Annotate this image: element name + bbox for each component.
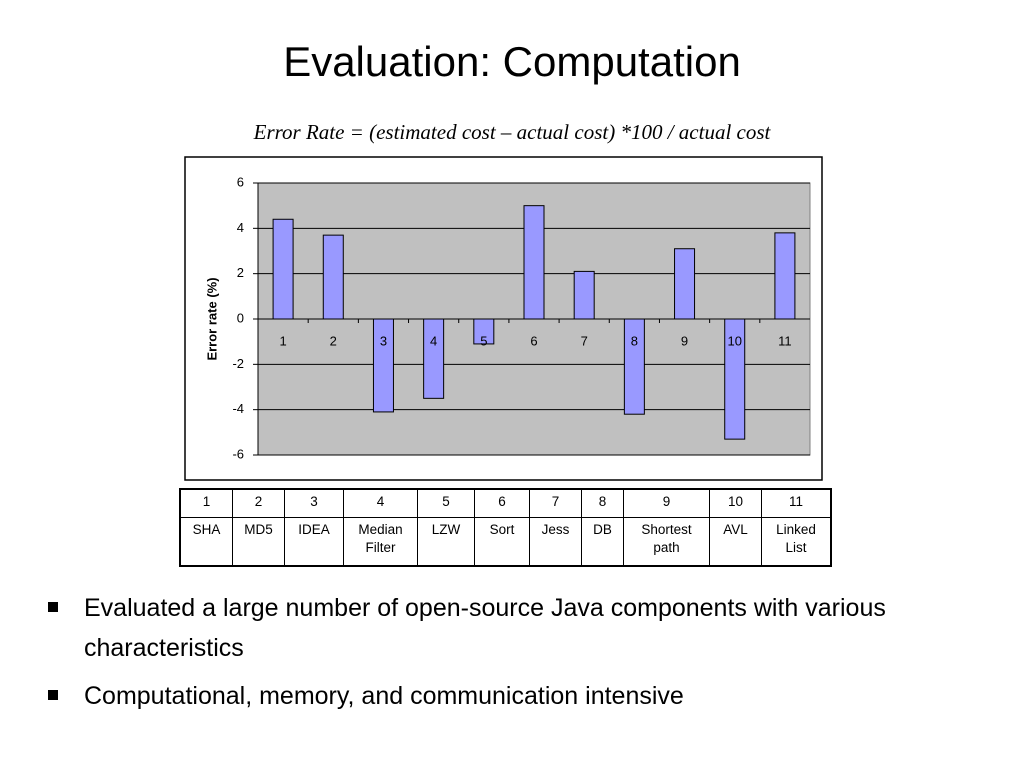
table-cell: 6 — [474, 488, 530, 518]
table-cell: 4 — [343, 488, 418, 518]
table-cell: 1 — [179, 488, 233, 518]
table-cell: 3 — [284, 488, 344, 518]
table-cell: Median Filter — [343, 517, 418, 567]
slide-title: Evaluation: Computation — [283, 38, 741, 85]
x-tick-label: 2 — [330, 333, 337, 348]
component-table: 1 2 3 4 5 6 7 8 9 10 11 SHA MD5 IDEA Median Filter LZW S… — [179, 488, 832, 567]
y-axis-label: Error rate (%) — [204, 277, 219, 360]
x-tick-label: 5 — [480, 333, 487, 348]
bar — [523, 205, 545, 320]
table-cell: SHA — [179, 517, 233, 567]
table-cell: Jess — [529, 517, 582, 567]
chart: Error rate (%) -6 -4 -2 0 2 4 6 1 2 3 4 5 6 7 8 9 10 11 — [184, 156, 823, 481]
table-cell: Linked List — [761, 517, 832, 567]
table-cell: Shortest path — [623, 517, 710, 567]
bullet-list: Evaluated a large number of open-source … — [44, 588, 994, 724]
y-tick-label: 0 — [237, 310, 244, 325]
bar — [674, 248, 696, 320]
bullet: Evaluated a large number of open-source … — [44, 588, 994, 668]
bullet: Computational, memory, and communication… — [44, 676, 994, 716]
table-cell: LZW — [417, 517, 475, 567]
x-tick-label: 4 — [430, 333, 437, 348]
table-cell: 5 — [417, 488, 475, 518]
x-tick-label: 11 — [778, 333, 792, 348]
bar — [272, 218, 294, 320]
x-tick-label: 7 — [581, 333, 588, 348]
x-tick-label: 1 — [279, 333, 286, 348]
table-row: 1 2 3 4 5 6 7 8 9 10 11 — [179, 488, 832, 518]
table-cell: 7 — [529, 488, 582, 518]
table-cell: 9 — [623, 488, 710, 518]
table-cell: Sort — [474, 517, 530, 567]
bar — [774, 232, 796, 320]
table-cell: DB — [581, 517, 624, 567]
table-cell: 8 — [581, 488, 624, 518]
y-tick-label: -2 — [232, 356, 244, 371]
y-tick-label: 6 — [237, 174, 244, 189]
y-tick-label: 4 — [237, 220, 244, 235]
y-tick-label: -6 — [232, 446, 244, 461]
formula: Error Rate = (estimated cost – actual co… — [253, 120, 771, 144]
table-cell: IDEA — [284, 517, 344, 567]
table-row: SHA MD5 IDEA Median Filter LZW Sort Jess DB Shor… — [179, 517, 832, 567]
table-cell: 2 — [232, 488, 285, 518]
y-tick-label: 2 — [237, 265, 244, 280]
table-cell: 11 — [761, 488, 832, 518]
x-tick-label: 3 — [380, 333, 387, 348]
table-cell: MD5 — [232, 517, 285, 567]
bar — [423, 318, 445, 399]
bar — [322, 234, 344, 320]
x-tick-label: 6 — [530, 333, 537, 348]
x-tick-label: 8 — [631, 333, 638, 348]
table-cell: AVL — [709, 517, 762, 567]
x-tick-label: 10 — [727, 333, 741, 348]
y-tick-label: -4 — [232, 401, 244, 416]
table-cell: 10 — [709, 488, 762, 518]
bar — [573, 270, 595, 320]
x-tick-label: 9 — [681, 333, 688, 348]
